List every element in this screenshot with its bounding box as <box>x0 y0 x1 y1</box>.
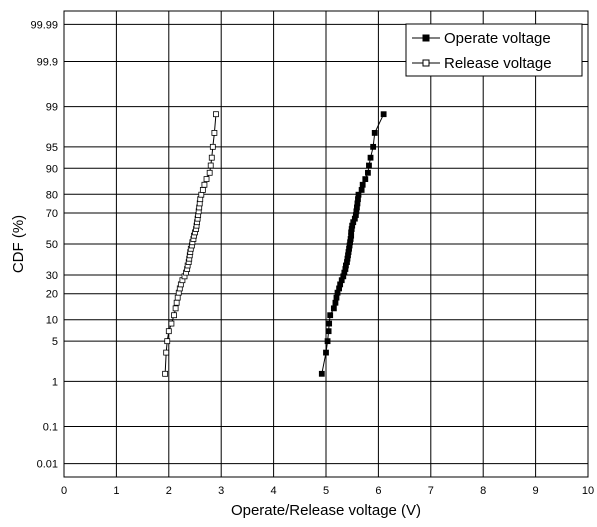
y-tick-label: 95 <box>46 142 58 154</box>
data-point <box>371 129 378 136</box>
x-tick-label: 6 <box>375 485 381 497</box>
plot-frame <box>63 10 589 478</box>
y-tick-label: 30 <box>46 270 58 282</box>
legend-label-release: Release voltage <box>444 55 552 72</box>
y-tick-label: 5 <box>52 336 58 348</box>
legend-marker-release <box>422 59 430 67</box>
y-tick-label: 99.99 <box>30 19 58 31</box>
x-tick-label: 3 <box>218 485 224 497</box>
data-point <box>365 169 371 176</box>
data-point <box>171 312 177 319</box>
data-point <box>326 320 333 327</box>
x-tick-label: 2 <box>166 485 172 497</box>
x-tick-label: 0 <box>61 485 67 497</box>
y-tick-label: 99 <box>46 102 58 114</box>
data-point <box>201 181 208 188</box>
data-point <box>213 111 219 118</box>
data-point <box>211 129 218 136</box>
data-point <box>355 191 362 198</box>
data-point <box>207 162 214 169</box>
data-point <box>172 305 179 312</box>
y-tick-label: 90 <box>46 163 58 175</box>
data-point <box>370 143 377 150</box>
x-tick-label: 7 <box>428 485 434 497</box>
x-tick-label: 5 <box>323 485 329 497</box>
series-release <box>162 111 219 377</box>
legend-label-operate: Operate voltage <box>444 30 551 47</box>
y-tick-label: 0.1 <box>43 422 58 434</box>
data-point <box>199 187 206 193</box>
y-tick-label: 70 <box>46 208 58 220</box>
y-tick-label: 50 <box>46 239 58 251</box>
data-point <box>330 305 337 312</box>
data-point <box>380 111 387 118</box>
data-point <box>162 370 169 377</box>
data-point <box>324 338 331 345</box>
data-point <box>359 181 366 188</box>
y-tick-label: 99.9 <box>37 56 58 68</box>
x-tick-label: 10 <box>582 485 594 497</box>
data-point <box>362 176 369 183</box>
data-point <box>163 349 170 356</box>
legend: Operate voltage Release voltage <box>405 23 583 77</box>
data-point <box>168 320 175 327</box>
data-point <box>358 187 365 193</box>
x-tick-labels: 0 1 2 3 4 5 6 7 8 9 10 <box>61 485 594 497</box>
data-point <box>173 299 180 306</box>
data-point <box>198 191 205 198</box>
y-tick-label: 0.01 <box>37 459 58 471</box>
y-tick-labels: 0.01 0.1 1 5 10 20 30 50 70 80 90 95 99 99.9 99.99 <box>30 19 58 470</box>
grid-lines <box>63 11 589 477</box>
y-tick-label: 10 <box>46 315 58 327</box>
y-tick-label: 1 <box>52 376 58 388</box>
data-point <box>332 299 339 306</box>
data-point <box>165 328 172 335</box>
data-point <box>318 370 325 377</box>
data-point <box>323 349 329 356</box>
x-axis-title: Operate/Release voltage (V) <box>231 502 421 519</box>
data-point <box>367 154 374 161</box>
data-point <box>203 176 210 183</box>
data-point <box>333 294 340 301</box>
y-tick-label: 80 <box>46 189 58 201</box>
data-point <box>174 294 181 301</box>
data-point <box>366 162 372 169</box>
data-point <box>325 328 332 335</box>
data-point <box>327 312 334 319</box>
data-point <box>206 169 213 176</box>
data-point <box>209 143 216 150</box>
y-tick-label: 20 <box>46 289 58 301</box>
legend-box <box>405 23 583 77</box>
series-operate <box>318 111 387 377</box>
legend-marker-operate <box>422 34 430 42</box>
data-point <box>208 154 215 161</box>
x-tick-label: 8 <box>480 485 486 497</box>
x-tick-label: 4 <box>271 485 277 497</box>
x-tick-label: 1 <box>113 485 119 497</box>
y-axis-title: CDF (%) <box>10 215 27 273</box>
series-layer <box>162 111 387 377</box>
x-tick-label: 9 <box>533 485 539 497</box>
data-point <box>164 338 171 345</box>
